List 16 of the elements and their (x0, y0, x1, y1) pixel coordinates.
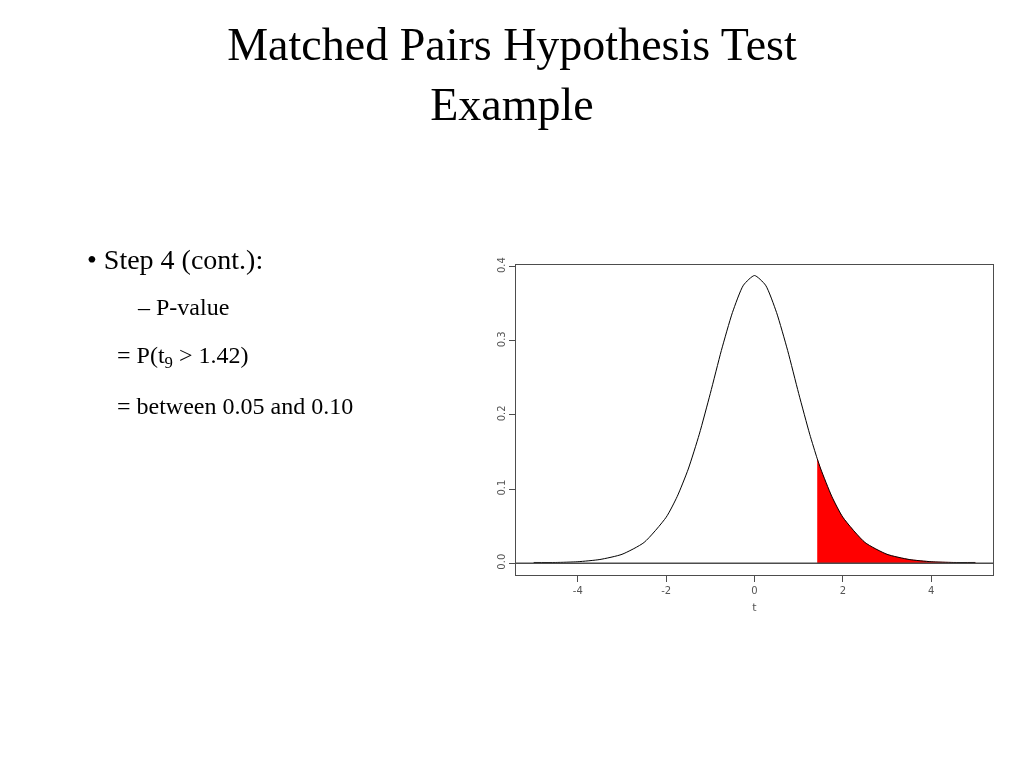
text: = between 0.05 and 0.10 (117, 393, 354, 419)
x-tick-label: -2 (661, 584, 672, 596)
x-tick-label: 2 (839, 584, 847, 596)
chart-title: Matched Pairs Hypothesis Test Example (227, 19, 798, 130)
x-tick-label: 0 (751, 584, 758, 596)
y-tick-label: 0.1 (496, 479, 507, 496)
y-tick-label: 0.0 (496, 553, 507, 570)
text: – P-value (137, 294, 230, 320)
y-tick-label: 0.2 (496, 405, 507, 422)
x-tick-label: -4 (572, 584, 583, 596)
y-tick-label: 0.4 (496, 257, 507, 274)
x-axis-title: t (752, 600, 758, 614)
text: • Step 4 (cont.): (87, 244, 264, 275)
y-tick-label: 0.3 (496, 331, 507, 348)
text: = P(t$_{9}$ > 1.42) (117, 342, 249, 373)
x-tick-label: 4 (927, 584, 935, 596)
